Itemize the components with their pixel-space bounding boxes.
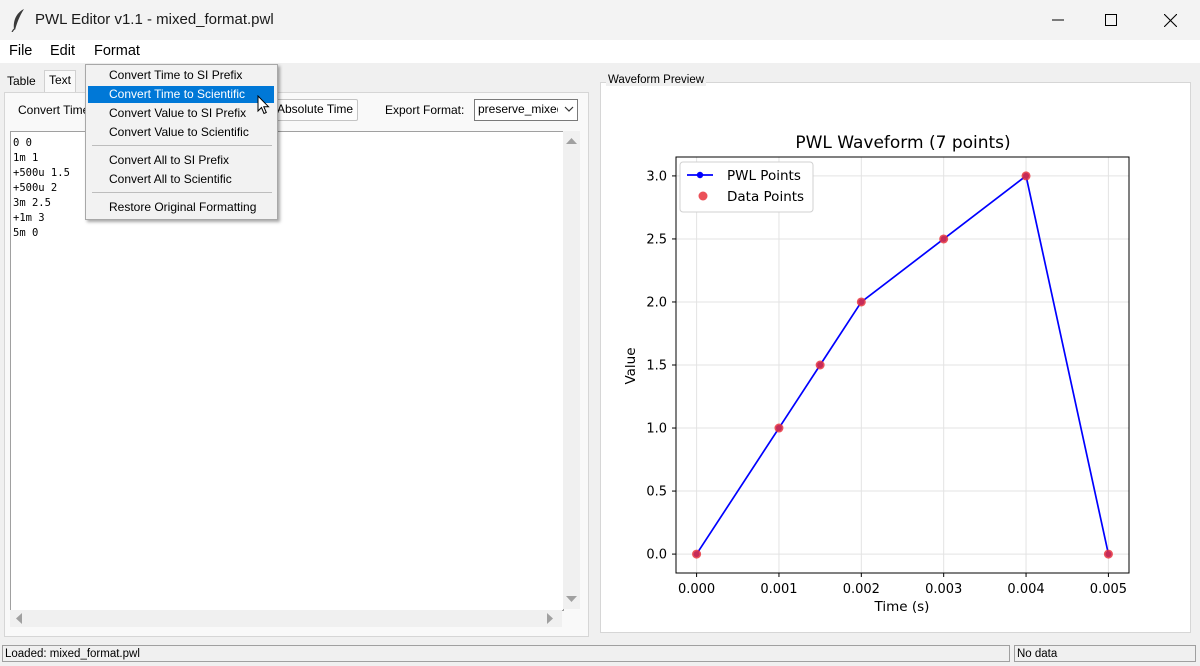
chart-grid (676, 157, 1129, 573)
y-tick-label: 1.5 (646, 359, 667, 374)
x-tick-label: 0.002 (843, 582, 880, 597)
y-tick-label: 2.0 (646, 295, 667, 310)
close-button[interactable] (1142, 0, 1198, 40)
minimize-icon (1052, 19, 1064, 21)
menu-item-time-scientific[interactable]: Convert Time to Scientific (88, 86, 274, 103)
chart-title: PWL Waveform (7 points) (795, 133, 1010, 153)
absolute-time-button[interactable]: Absolute Time (272, 99, 359, 121)
legend-marker-swatch (696, 171, 704, 179)
data-point (1021, 171, 1031, 181)
x-tick-label: 0.003 (925, 582, 962, 597)
editor-line: +1m 3 (13, 212, 45, 224)
data-point (1103, 549, 1113, 559)
menu-item-all-scientific[interactable]: Convert All to Scientific (109, 172, 232, 186)
format-menu-dropdown: Convert Time to SI Prefix Convert Time t… (85, 64, 278, 220)
pwl-text-content: 0 0 1m 1 +500u 1.5 +500u 2 3m 2.5 +1m 3 … (13, 136, 70, 241)
editor-line: 3m 2.5 (13, 197, 51, 209)
y-axis-ticks: 0.0 0.5 1.0 1.5 2.0 2.5 3.0 (646, 169, 676, 563)
export-format-value: preserve_mixed (478, 102, 558, 116)
x-tick-label: 0.004 (1007, 582, 1044, 597)
status-bar (0, 643, 1200, 666)
menu-separator (92, 145, 272, 146)
waveform-preview-label: Waveform Preview (606, 74, 707, 86)
data-points (692, 171, 1113, 559)
editor-line: 1m 1 (13, 152, 39, 164)
legend-dot-swatch (698, 191, 708, 201)
menu-item-value-scientific[interactable]: Convert Value to Scientific (109, 125, 249, 139)
x-tick-label: 0.000 (678, 582, 715, 597)
x-axis-label: Time (s) (874, 599, 930, 615)
horizontal-scrollbar[interactable] (10, 610, 562, 627)
data-point (939, 234, 949, 244)
title-bar: PWL Editor v1.1 - mixed_format.pwl (0, 0, 1200, 40)
chart-legend: PWL Points Data Points (679, 161, 814, 213)
y-tick-label: 1.0 (646, 422, 667, 437)
x-tick-label: 0.001 (760, 582, 797, 597)
x-axis-ticks: 0.000 0.001 0.002 0.003 0.004 0.005 (678, 573, 1127, 597)
scroll-right-icon[interactable] (546, 613, 554, 624)
menu-separator (92, 192, 272, 193)
plot-frame (675, 156, 1130, 574)
legend-pwl-points: PWL Points (727, 168, 801, 184)
mouse-cursor-icon (257, 95, 270, 115)
waveform-preview-frame: PWL Waveform (7 points) 0.000 0.001 0.002 0… (600, 82, 1191, 633)
maximize-icon (1105, 14, 1117, 26)
menu-bar: File Edit Format (0, 40, 1200, 63)
menu-item-all-si[interactable]: Convert All to SI Prefix (109, 153, 230, 167)
scroll-left-icon[interactable] (15, 613, 23, 624)
status-message: Loaded: mixed_format.pwl (2, 645, 1010, 662)
editor-line: +500u 1.5 (13, 167, 70, 179)
export-format-label: Export Format: (385, 103, 465, 117)
legend-box (679, 161, 814, 213)
data-point (815, 360, 825, 370)
close-icon (1163, 13, 1177, 27)
menu-file[interactable]: File (9, 43, 33, 59)
export-format-select[interactable]: preserve_mixed (474, 99, 578, 121)
x-tick-label: 0.005 (1090, 582, 1127, 597)
vertical-scrollbar[interactable] (563, 131, 580, 609)
waveform-chart: PWL Waveform (7 points) 0.000 0.001 0.002 0… (623, 133, 1130, 615)
data-point (692, 549, 702, 559)
minimize-button[interactable] (1030, 0, 1086, 40)
maximize-button[interactable] (1083, 0, 1139, 40)
data-point (856, 297, 866, 307)
tab-table[interactable]: Table (7, 74, 36, 88)
menu-item-time-si[interactable]: Convert Time to SI Prefix (109, 68, 243, 82)
y-axis-label: Value (623, 347, 639, 384)
status-data-info: No data (1014, 645, 1196, 662)
y-tick-label: 0.0 (646, 548, 667, 563)
y-tick-label: 3.0 (646, 169, 667, 184)
menu-item-value-si[interactable]: Convert Value to SI Prefix (109, 106, 247, 120)
data-point (774, 423, 784, 433)
editor-line: 0 0 (13, 137, 32, 149)
y-tick-label: 0.5 (646, 485, 667, 500)
convert-time-label: Convert Time (18, 103, 90, 117)
menu-item-restore-formatting[interactable]: Restore Original Formatting (109, 200, 257, 214)
chevron-down-icon (564, 106, 574, 112)
editor-line: +500u 2 (13, 182, 58, 194)
scroll-down-icon[interactable] (566, 595, 577, 603)
menu-edit[interactable]: Edit (50, 43, 75, 59)
editor-line: 5m 0 (13, 227, 39, 239)
scroll-up-icon[interactable] (566, 137, 577, 145)
y-tick-label: 2.5 (646, 232, 667, 247)
feather-icon (11, 9, 24, 32)
tab-text[interactable]: Text (44, 70, 77, 93)
menu-format[interactable]: Format (94, 43, 140, 59)
legend-data-points: Data Points (727, 189, 804, 205)
window-title: PWL Editor v1.1 - mixed_format.pwl (35, 11, 274, 28)
